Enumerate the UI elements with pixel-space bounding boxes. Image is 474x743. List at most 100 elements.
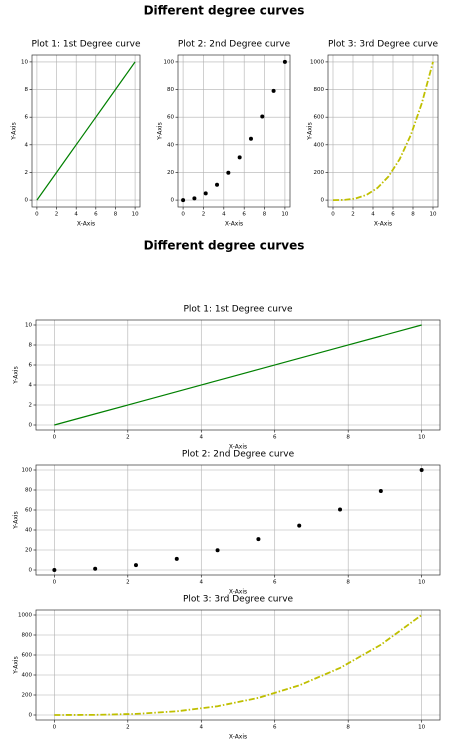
x-tick-label: 6	[273, 725, 277, 731]
data-line	[332, 61, 434, 201]
y-tick-label: 0	[29, 568, 33, 574]
x-tick-label: 10	[418, 435, 425, 441]
x-axis-label: X-Axis	[229, 444, 247, 451]
x-tick-label: 4	[200, 580, 204, 586]
y-tick-label: 6	[25, 115, 29, 121]
x-tick-label: 0	[35, 212, 39, 218]
data-point	[419, 468, 424, 472]
y-tick-label: 60	[25, 508, 32, 514]
x-tick-label: 2	[126, 725, 130, 731]
y-tick-label: 200	[314, 170, 325, 176]
data-point	[271, 88, 276, 93]
x-tick-label: 6	[273, 435, 277, 441]
x-tick-label: 6	[94, 212, 98, 218]
x-tick-label: 0	[181, 212, 185, 218]
figure-title: Different degree curves	[144, 4, 305, 18]
x-tick-label: 2	[126, 580, 130, 586]
x-axis-label: X-Axis	[77, 221, 95, 228]
x-tick-label: 8	[114, 212, 118, 218]
x-tick-label: 10	[418, 725, 425, 731]
data-point	[203, 191, 208, 196]
x-axis-label: X-Axis	[229, 734, 247, 741]
x-tick-label: 8	[411, 212, 415, 218]
figure-title: Different degree curves	[144, 239, 305, 253]
y-tick-label: 2	[25, 170, 29, 176]
y-tick-label: 2	[29, 403, 33, 409]
x-tick-label: 4	[200, 435, 204, 441]
x-tick-label: 8	[346, 435, 350, 441]
y-tick-label: 800	[314, 87, 325, 93]
data-point	[226, 170, 231, 175]
y-tick-label: 1000	[310, 59, 324, 65]
y-tick-label: 80	[167, 87, 174, 93]
y-tick-label: 60	[167, 115, 174, 121]
x-tick-label: 8	[263, 212, 267, 218]
y-tick-label: 400	[314, 142, 325, 148]
plot-frame	[327, 54, 439, 208]
data-line	[54, 614, 423, 716]
x-tick-label: 4	[74, 212, 78, 218]
x-tick-label: 4	[200, 725, 204, 731]
x-axis-label: X-Axis	[229, 589, 247, 596]
chart-title: Plot 3: 3rd Degree curve	[183, 595, 294, 605]
y-tick-label: 80	[25, 488, 32, 494]
x-tick-label: 10	[132, 212, 139, 218]
data-point	[378, 489, 383, 493]
y-tick-label: 200	[22, 693, 33, 699]
x-tick-label: 10	[281, 212, 288, 218]
x-tick-label: 4	[222, 212, 226, 218]
x-tick-label: 4	[371, 212, 375, 218]
y-axis-label: Y-Axis	[307, 122, 314, 140]
y-tick-label: 600	[22, 653, 33, 659]
data-point	[215, 182, 220, 187]
x-tick-label: 10	[418, 580, 425, 586]
y-axis-label: Y-Axis	[13, 366, 20, 384]
y-tick-label: 40	[167, 142, 174, 148]
y-axis-label: Y-Axis	[13, 511, 20, 529]
data-point	[215, 548, 220, 553]
y-tick-label: 100	[22, 468, 33, 474]
y-tick-label: 0	[29, 713, 33, 719]
chart-title: Plot 3: 3rd Degree curve	[328, 40, 439, 50]
y-tick-label: 10	[21, 59, 28, 65]
y-axis-label: Y-Axis	[157, 122, 164, 140]
x-tick-label: 6	[242, 212, 246, 218]
data-point	[248, 136, 253, 141]
data-point	[256, 537, 261, 542]
y-tick-label: 20	[25, 548, 32, 554]
x-tick-label: 0	[53, 435, 57, 441]
y-tick-label: 4	[29, 383, 33, 389]
y-tick-label: 10	[25, 323, 32, 329]
chart-title: Plot 2: 2nd Degree curve	[182, 450, 295, 460]
data-point	[338, 507, 343, 512]
chart-title: Plot 2: 2nd Degree curve	[178, 40, 291, 50]
y-axis-label: Y-Axis	[11, 122, 18, 140]
x-tick-label: 6	[273, 580, 277, 586]
data-line	[54, 324, 422, 426]
y-tick-label: 400	[22, 673, 33, 679]
data-point	[174, 556, 179, 561]
data-point	[282, 59, 287, 64]
plot-frame	[177, 54, 291, 208]
y-axis-label: Y-Axis	[13, 656, 20, 674]
plot-frame	[35, 609, 441, 721]
x-tick-label: 8	[346, 725, 350, 731]
x-tick-label: 2	[202, 212, 206, 218]
plot-frame	[35, 464, 441, 576]
x-tick-label: 2	[126, 435, 130, 441]
data-point	[260, 114, 265, 119]
data-line	[36, 61, 136, 201]
data-point	[93, 566, 98, 571]
x-axis-label: X-Axis	[225, 221, 243, 228]
x-tick-label: 6	[391, 212, 395, 218]
x-tick-label: 0	[53, 725, 57, 731]
y-tick-label: 800	[22, 633, 33, 639]
y-tick-label: 8	[25, 87, 29, 93]
y-tick-label: 600	[314, 115, 325, 121]
x-axis-label: X-Axis	[374, 221, 392, 228]
x-tick-label: 10	[430, 212, 437, 218]
y-tick-label: 0	[321, 198, 325, 204]
x-tick-label: 0	[331, 212, 335, 218]
data-point	[297, 523, 302, 528]
